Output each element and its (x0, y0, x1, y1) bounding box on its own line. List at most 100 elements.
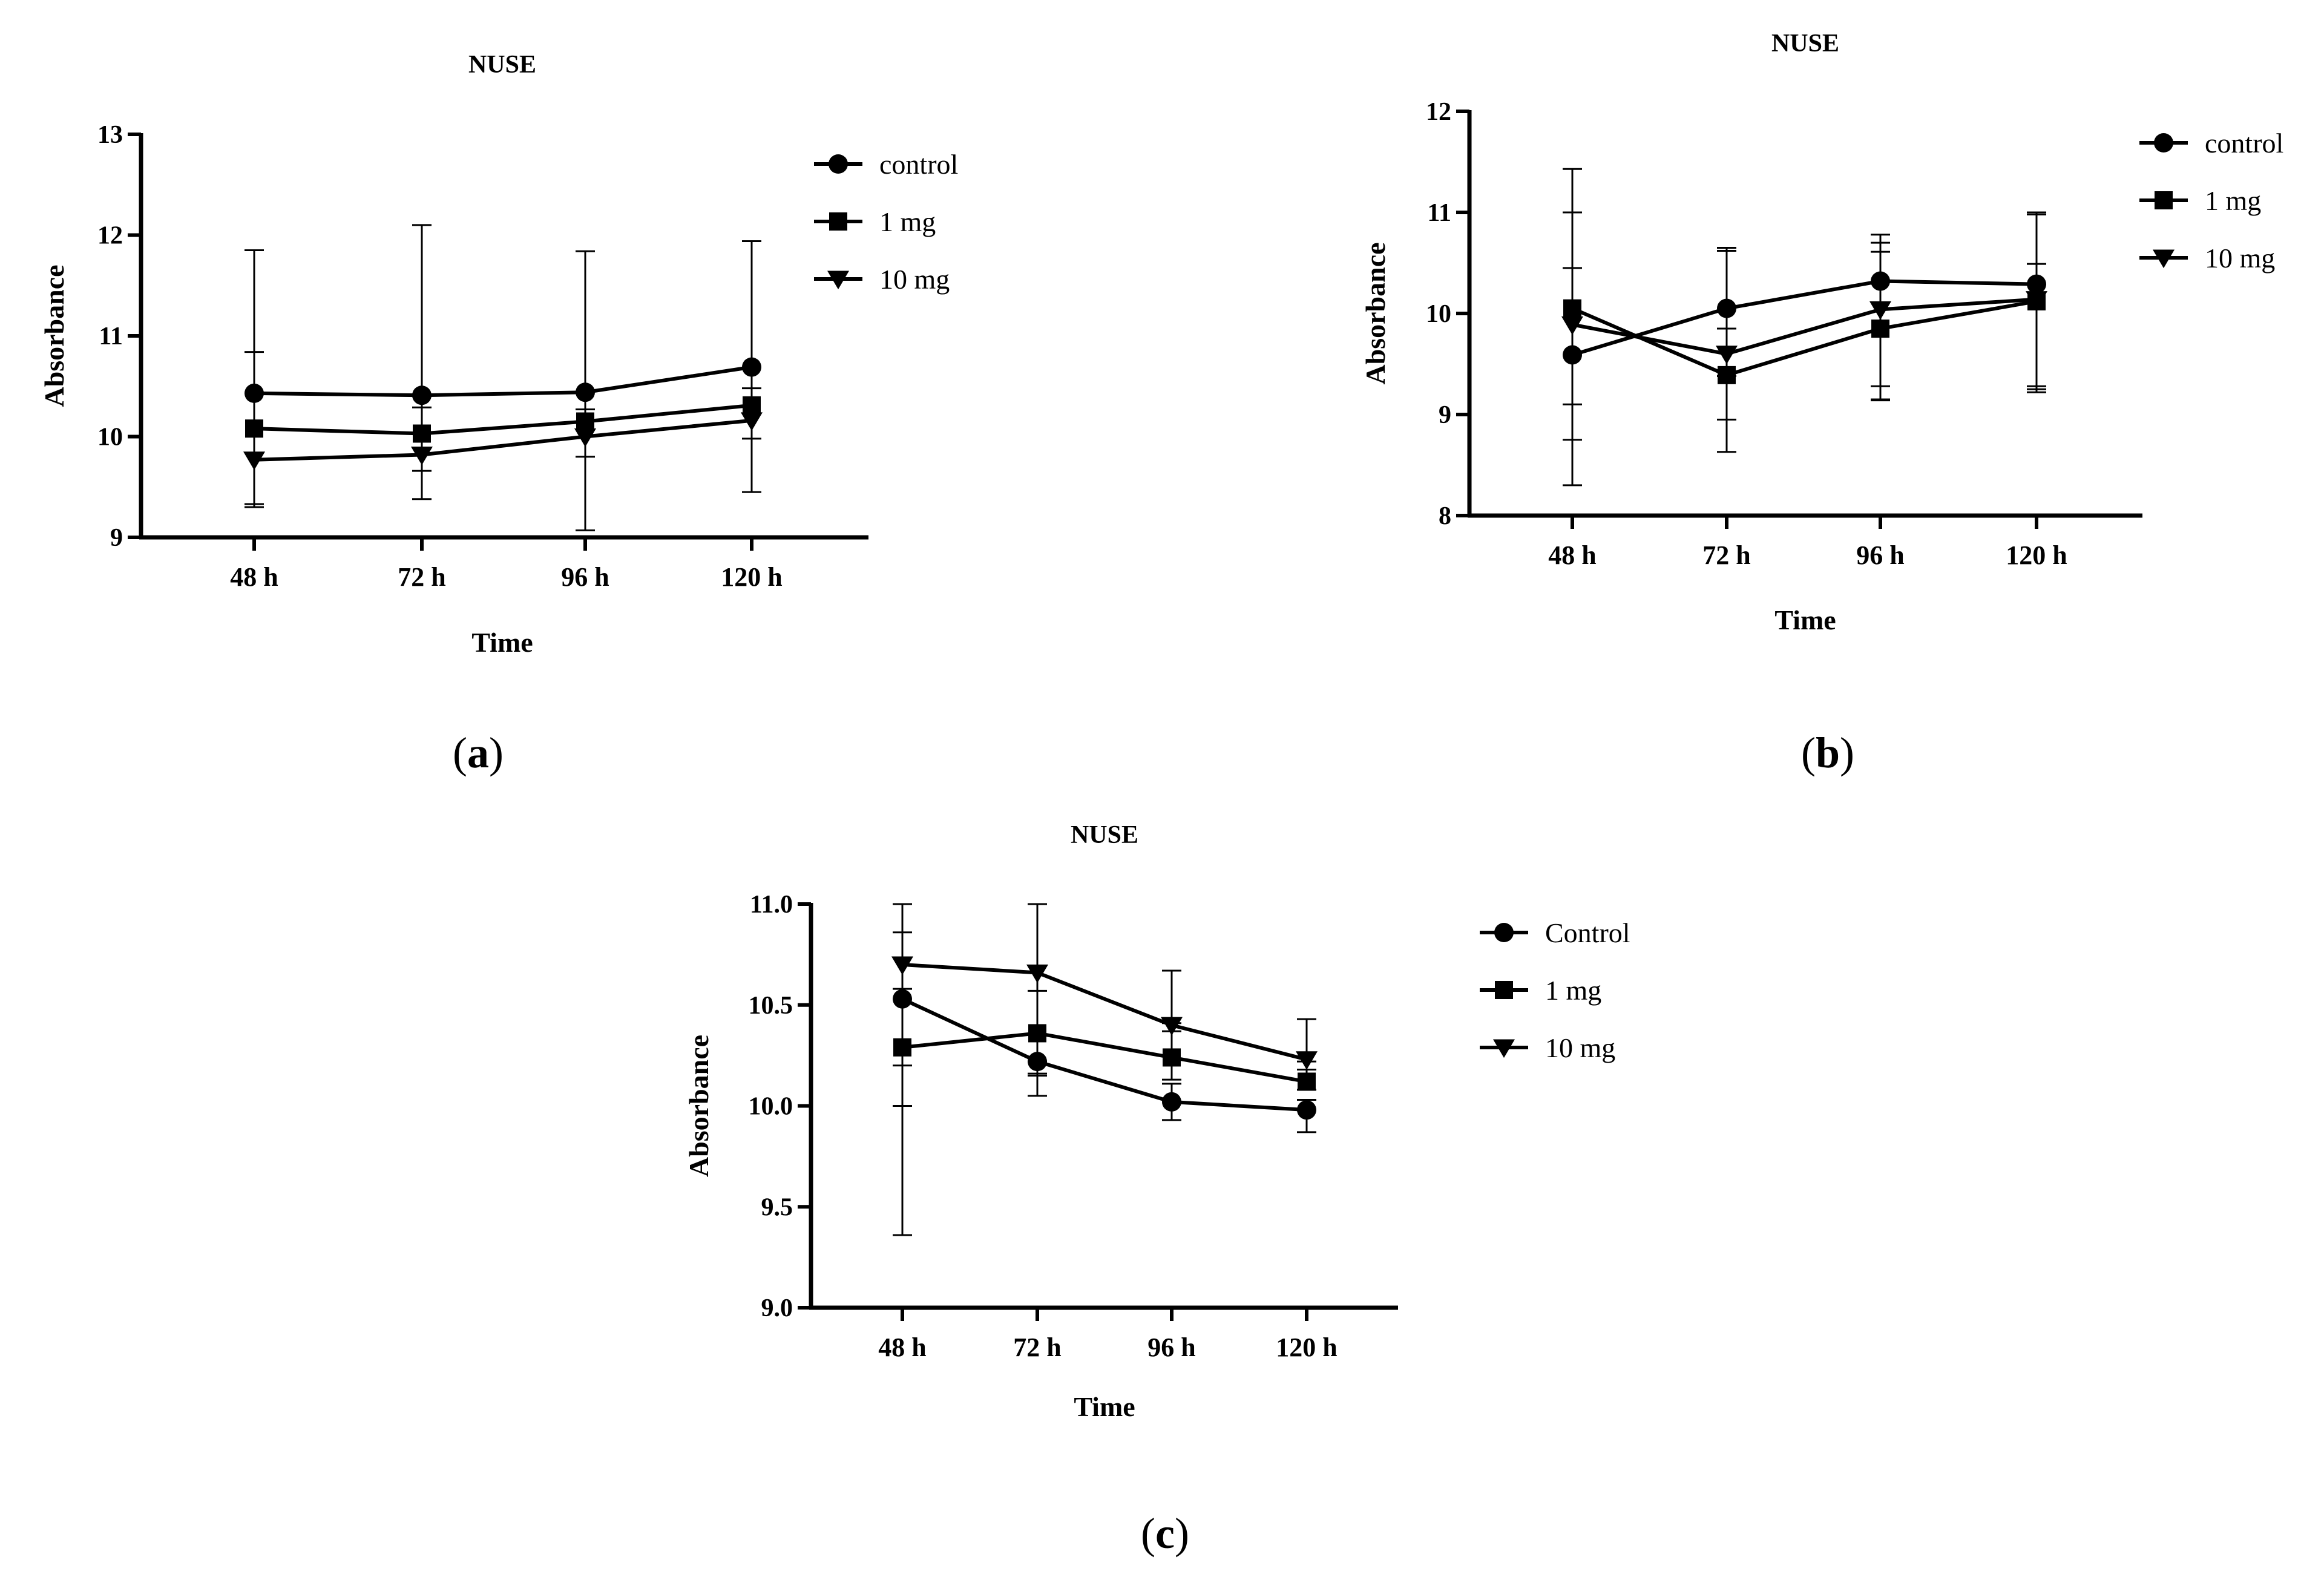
data-point-triangle-down (2026, 291, 2047, 310)
x-tick-label: 48 h (230, 562, 278, 592)
legend-label: 10 mg (2205, 243, 2275, 274)
legend-marker-triangle-down (1493, 1039, 1515, 1058)
legend-marker-square (2155, 191, 2173, 209)
y-tick-label: 10 (97, 424, 123, 451)
panel-paren-close: ) (1840, 729, 1854, 777)
panel-paren-open: ( (453, 729, 467, 777)
panel-letter: b (1816, 729, 1840, 777)
data-point-square (1718, 366, 1736, 384)
legend-label: 1 mg (1545, 975, 1601, 1006)
x-tick-label: 96 h (561, 562, 609, 592)
x-tick-label: 96 h (1856, 540, 1904, 570)
x-tick-label: 48 h (1548, 540, 1596, 570)
data-point-square (245, 419, 263, 438)
legend-label: 10 mg (879, 264, 950, 295)
data-point-square (1563, 299, 1581, 318)
panel-label: (a) (453, 729, 504, 777)
panel-letter: a (467, 729, 489, 777)
legend-marker-circle (829, 154, 848, 174)
x-axis-title: Time (1774, 605, 1836, 635)
data-point-triangle-down (1026, 964, 1048, 983)
y-tick-label: 12 (97, 222, 123, 250)
x-tick-label: 120 h (721, 562, 782, 592)
y-tick-label: 11 (99, 323, 123, 350)
data-point-triangle-down (574, 428, 596, 447)
legend-label: control (879, 149, 958, 180)
series-line-square (902, 1031, 1307, 1084)
legend-label: 10 mg (1545, 1032, 1615, 1063)
y-tick-label: 9.0 (761, 1294, 793, 1322)
data-point-square (576, 412, 594, 431)
data-point-triangle-down (243, 451, 265, 470)
legend-label: 1 mg (2205, 185, 2261, 216)
series-line-triangle-down (1572, 297, 2037, 356)
data-point-triangle-down (1716, 346, 1738, 364)
legend-label: 1 mg (879, 206, 936, 237)
y-tick-label: 11 (1427, 199, 1451, 227)
x-tick-label: 72 h (398, 562, 445, 592)
chart-title: NUSE (468, 51, 536, 79)
panel-label: (b) (1801, 729, 1854, 777)
y-axis-title: Absorbance (39, 264, 70, 407)
y-tick-label: 10.0 (749, 1093, 793, 1121)
data-point-circle (1297, 1100, 1316, 1120)
x-tick-label: 48 h (878, 1333, 926, 1362)
data-point-square (743, 396, 761, 415)
x-tick-label: 120 h (1276, 1333, 1337, 1362)
y-tick-label: 10 (1426, 300, 1451, 328)
data-point-square (893, 1038, 911, 1057)
y-tick-label: 9 (110, 524, 123, 552)
legend-marker-circle (2154, 133, 2173, 152)
data-point-triangle-down (741, 412, 763, 431)
data-point-circle (1028, 1052, 1047, 1072)
panel-paren-close: ) (1175, 1509, 1189, 1558)
data-point-circle (576, 382, 595, 402)
panel-paren-open: ( (1801, 729, 1816, 777)
panel-label: (c) (1141, 1509, 1189, 1558)
y-axis-title: Absorbance (683, 1035, 714, 1177)
series-line-square (254, 403, 752, 436)
y-tick-label: 13 (97, 121, 123, 149)
data-point-square (413, 424, 431, 443)
panel-paren-close: ) (489, 729, 504, 777)
data-point-circle (893, 989, 912, 1009)
y-tick-label: 12 (1426, 98, 1451, 126)
data-point-circle (412, 385, 432, 405)
data-point-triangle-down (1161, 1017, 1183, 1036)
x-tick-label: 72 h (1702, 540, 1750, 570)
data-point-circle (245, 383, 264, 403)
series-line-circle (1572, 279, 2037, 357)
data-point-circle (1717, 298, 1736, 318)
chart-panel-c: NUSE 9.0 9.5 10.0 10.5 11.0 48 h 72 h 96 h 120 h T… (683, 821, 1630, 1558)
data-point-triangle-down (1869, 301, 1891, 320)
chart-title: NUSE (1771, 30, 1839, 57)
data-point-square (1028, 1024, 1046, 1043)
y-axis-title: Absorbance (1360, 242, 1391, 384)
legend-marker-triangle-down (827, 270, 849, 290)
data-point-triangle-down (1561, 316, 1583, 335)
data-point-circle (2027, 274, 2046, 294)
data-point-triangle-down (1296, 1051, 1318, 1070)
data-point-circle (1563, 345, 1582, 365)
data-point-circle (1871, 271, 1890, 291)
series-line-triangle-down (902, 963, 1307, 1061)
legend-marker-square (829, 212, 847, 231)
panel-paren-open: ( (1141, 1509, 1155, 1558)
y-tick-label: 11.0 (750, 891, 793, 919)
legend-label: Control (1545, 917, 1630, 948)
data-point-circle (742, 357, 761, 377)
y-tick-label: 9 (1439, 401, 1451, 429)
series-line-circle (901, 997, 1307, 1112)
data-point-circle (1162, 1092, 1181, 1112)
chart-panel-a: NUSE 9 10 11 12 13 48 h 72 h 96 h 120 h Time Absorb… (39, 51, 958, 777)
panel-letter: c (1155, 1509, 1175, 1558)
series-line-triangle-down (254, 418, 752, 462)
data-point-square (1298, 1072, 1316, 1091)
y-tick-label: 10.5 (749, 992, 793, 1020)
legend-marker-square (1495, 981, 1513, 999)
series-line-square (1571, 300, 2037, 377)
x-axis-title: Time (1074, 1391, 1135, 1422)
chart-title: NUSE (1071, 821, 1138, 849)
data-point-square (1163, 1048, 1181, 1067)
